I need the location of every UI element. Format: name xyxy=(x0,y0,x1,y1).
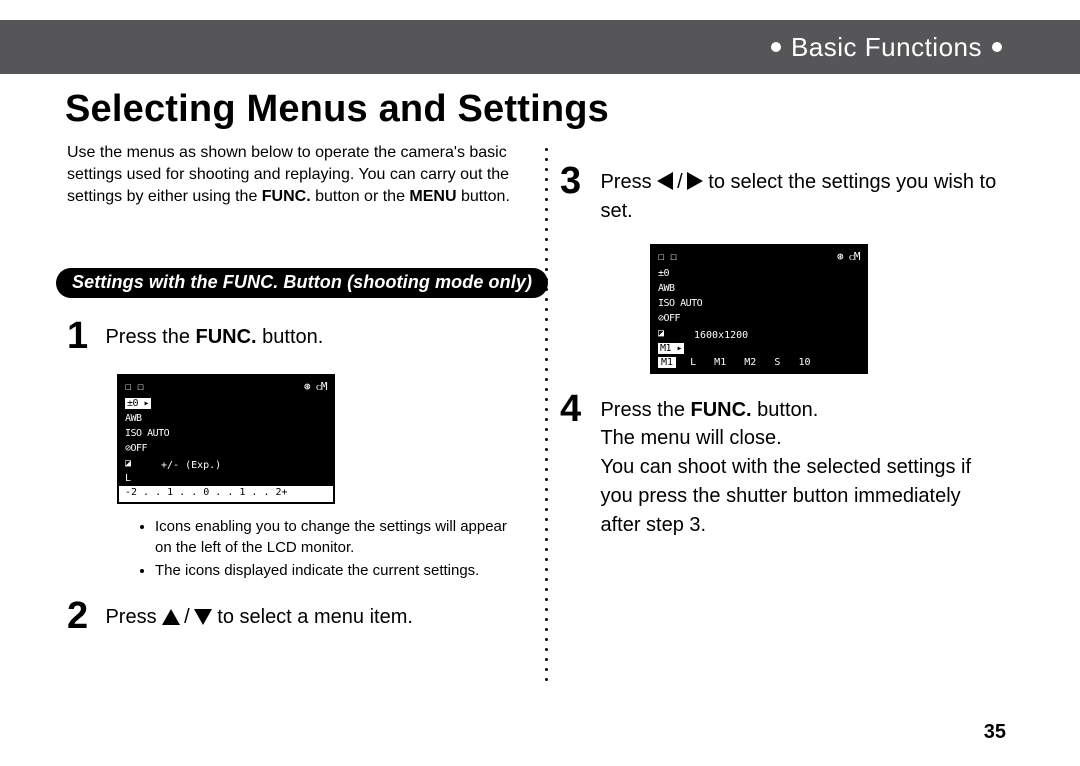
lcd-left-item: ±0 ▸ xyxy=(125,398,151,409)
step-4: 4 Press the FUNC. button. The menu will … xyxy=(560,388,1010,540)
intro-text: button or the xyxy=(311,188,410,205)
lcd-icon: ᴄM xyxy=(316,380,327,393)
step-bold: FUNC. xyxy=(196,326,257,348)
step-text: button. xyxy=(257,326,324,348)
step-notes: Icons enabling you to change the setting… xyxy=(137,516,527,581)
right-column: 3 Press / to select the settings you wis… xyxy=(560,150,1010,540)
lcd-icon: ⊛ xyxy=(304,380,310,393)
bullet-icon xyxy=(992,42,1002,52)
intro-text: button. xyxy=(457,188,510,205)
lcd-left-item: AWB xyxy=(125,413,142,424)
lcd-mid-label: +/- (Exp.) xyxy=(161,460,221,471)
slash: / xyxy=(677,168,683,197)
triangle-down-icon xyxy=(194,609,212,625)
page: Basic Functions Selecting Menus and Sett… xyxy=(0,0,1080,766)
lcd-left-item: ±0 xyxy=(658,268,669,279)
intro-bold-func: FUNC. xyxy=(262,188,311,205)
lcd-option: 10 xyxy=(798,357,810,368)
step-text: Press xyxy=(105,606,162,628)
lcd-top-row: ☐ ☐ ᴄM ⊛ xyxy=(658,250,860,263)
lcd-left-item: ISO AUTO xyxy=(658,298,702,309)
subsection-pill: Settings with the FUNC. Button (shooting… xyxy=(56,268,548,298)
note-item: Icons enabling you to change the setting… xyxy=(155,516,527,558)
intro-paragraph: Use the menus as shown below to operate … xyxy=(67,142,515,208)
step-body: Press the FUNC. button. The menu will cl… xyxy=(600,388,1000,540)
lcd-icon: ᴄM xyxy=(849,250,860,263)
lcd-icon: ☐ ☐ xyxy=(658,250,676,263)
step-text: Press xyxy=(600,171,657,193)
lcd-option: L xyxy=(690,357,696,368)
step-text: Press the xyxy=(600,399,690,421)
step-number: 1 xyxy=(67,315,97,358)
lcd-icon: ☐ ☐ xyxy=(125,380,143,393)
step-2: 2 Press / to select a menu item. xyxy=(67,595,537,638)
step-1: 1 Press the FUNC. button. ☐ ☐ ᴄM ⊛ ±0 ▸ … xyxy=(67,315,537,581)
section-header-bar: Basic Functions xyxy=(0,20,1080,74)
bullet-icon xyxy=(771,42,781,52)
lcd-left-item: ⊘OFF xyxy=(658,313,680,324)
step-number: 4 xyxy=(560,388,594,431)
step-text: You can shoot with the selected settings… xyxy=(600,456,971,536)
step-body: Press the FUNC. button. xyxy=(105,315,525,352)
lcd-top-row: ☐ ☐ ᴄM ⊛ xyxy=(125,380,327,393)
lcd-option: S xyxy=(774,357,780,368)
slash: / xyxy=(184,603,190,632)
step-number: 3 xyxy=(560,160,594,203)
lcd-option: M2 xyxy=(744,357,756,368)
page-number: 35 xyxy=(984,721,1006,744)
lcd-mid-label: 1600x1200 xyxy=(694,330,748,341)
step-text: button. xyxy=(752,399,819,421)
step-3: 3 Press / to select the settings you wis… xyxy=(560,160,1010,374)
step-number: 2 xyxy=(67,595,97,638)
note-item: The icons displayed indicate the current… xyxy=(155,560,527,581)
column-divider xyxy=(544,148,550,676)
lcd-bottom-scale: -2 . . 1 . . 0 . . 1 . . 2+ xyxy=(119,486,333,502)
step-text: to select a menu item. xyxy=(212,606,413,628)
lcd-screenshot-1: ☐ ☐ ᴄM ⊛ ±0 ▸ AWB ISO AUTO ⊘OFF ◪ L +/- … xyxy=(117,374,335,504)
triangle-right-icon xyxy=(687,172,703,190)
lcd-left-item: M1 ▸ xyxy=(658,343,684,354)
section-name: Basic Functions xyxy=(791,32,982,62)
step-bold: FUNC. xyxy=(691,399,752,421)
left-column: 1 Press the FUNC. button. ☐ ☐ ᴄM ⊛ ±0 ▸ … xyxy=(67,315,537,650)
lcd-left-item: ◪ xyxy=(658,328,664,339)
step-body: Press / to select a menu item. xyxy=(105,595,525,632)
page-title: Selecting Menus and Settings xyxy=(65,88,609,131)
step-text: The menu will close. xyxy=(600,427,781,449)
lcd-option: M1 xyxy=(714,357,726,368)
lcd-bottom-options: M1 L M1 M2 S 10 xyxy=(652,356,866,372)
intro-bold-menu: MENU xyxy=(409,188,456,205)
triangle-left-icon xyxy=(657,172,673,190)
lcd-screen: ☐ ☐ ᴄM ⊛ ±0 ▸ AWB ISO AUTO ⊘OFF ◪ L +/- … xyxy=(119,376,333,502)
lcd-screenshot-2: ☐ ☐ ᴄM ⊛ ±0 AWB ISO AUTO ⊘OFF ◪ 1600x120… xyxy=(650,244,868,374)
step-text: Press the xyxy=(105,326,195,348)
lcd-icon: ⊛ xyxy=(837,250,843,263)
triangle-up-icon xyxy=(162,609,180,625)
section-header: Basic Functions xyxy=(761,32,1012,63)
lcd-left-item: AWB xyxy=(658,283,675,294)
lcd-screen: ☐ ☐ ᴄM ⊛ ±0 AWB ISO AUTO ⊘OFF ◪ 1600x120… xyxy=(652,246,866,372)
lcd-left-item: L xyxy=(125,473,131,484)
step-body: Press / to select the settings you wish … xyxy=(600,160,1000,226)
lcd-left-item: ISO AUTO xyxy=(125,428,169,439)
lcd-left-item: ◪ xyxy=(125,458,131,469)
lcd-left-item: ⊘OFF xyxy=(125,443,147,454)
lcd-option-selected: M1 xyxy=(658,357,676,368)
